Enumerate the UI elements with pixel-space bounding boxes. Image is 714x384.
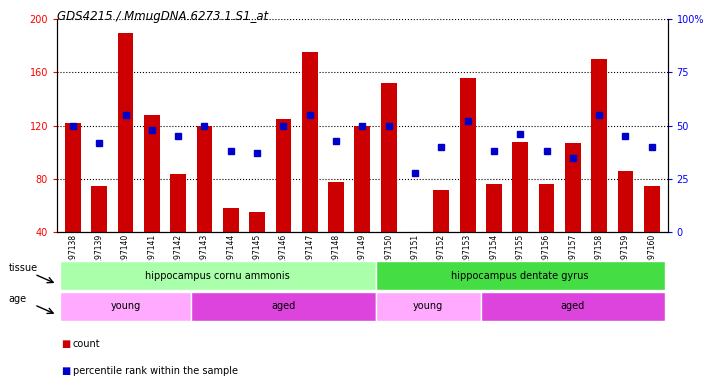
Bar — [486, 184, 502, 232]
Bar — [118, 33, 134, 232]
Bar — [249, 212, 265, 232]
Text: hippocampus dentate gyrus: hippocampus dentate gyrus — [451, 270, 589, 281]
Text: young: young — [111, 301, 141, 311]
Bar — [433, 190, 449, 232]
Bar — [481, 292, 665, 321]
Bar — [276, 119, 291, 232]
Bar — [302, 53, 318, 232]
Bar — [618, 171, 633, 232]
Text: percentile rank within the sample: percentile rank within the sample — [73, 366, 238, 376]
Bar — [460, 78, 476, 232]
Bar — [60, 292, 191, 321]
Text: tissue: tissue — [9, 263, 38, 273]
Text: hippocampus cornu ammonis: hippocampus cornu ammonis — [145, 270, 290, 281]
Bar — [591, 59, 607, 232]
Text: young: young — [413, 301, 443, 311]
Bar — [65, 123, 81, 232]
Text: ■: ■ — [61, 339, 70, 349]
Bar — [196, 126, 212, 232]
Bar — [223, 209, 238, 232]
Bar — [376, 261, 665, 290]
Text: age: age — [9, 294, 26, 304]
Bar — [538, 184, 555, 232]
Bar — [91, 186, 107, 232]
Bar — [328, 182, 344, 232]
Bar — [60, 261, 376, 290]
Bar — [144, 115, 160, 232]
Text: ■: ■ — [61, 366, 70, 376]
Bar — [644, 186, 660, 232]
Text: aged: aged — [560, 301, 585, 311]
Bar — [513, 142, 528, 232]
Bar — [191, 292, 376, 321]
Bar — [565, 143, 580, 232]
Text: count: count — [73, 339, 101, 349]
Text: GDS4215 / MmugDNA.6273.1.S1_at: GDS4215 / MmugDNA.6273.1.S1_at — [57, 10, 268, 23]
Text: aged: aged — [271, 301, 296, 311]
Bar — [354, 126, 371, 232]
Bar — [381, 83, 396, 232]
Bar — [376, 292, 481, 321]
Bar — [170, 174, 186, 232]
